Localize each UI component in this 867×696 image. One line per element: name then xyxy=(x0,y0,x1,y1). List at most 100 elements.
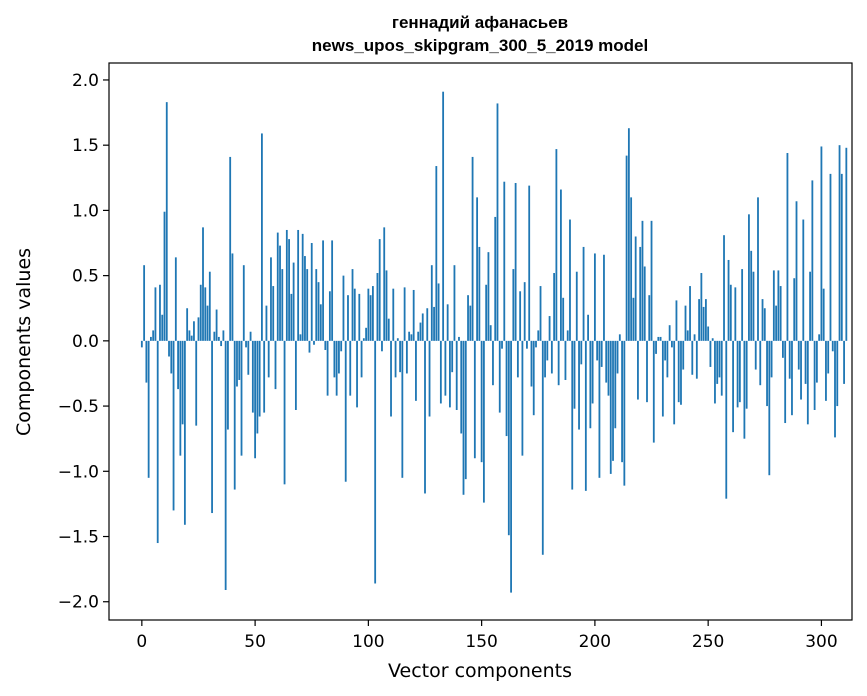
bar-104 xyxy=(376,273,379,341)
bar-251 xyxy=(709,340,712,367)
bar-297 xyxy=(813,340,816,410)
bar-174 xyxy=(535,340,537,348)
bar-230 xyxy=(661,340,664,417)
bar-179 xyxy=(546,340,549,361)
y-tick-label: 1.0 xyxy=(72,201,99,221)
bar-13 xyxy=(170,340,173,374)
bar-24 xyxy=(195,340,198,426)
bar-301 xyxy=(822,288,825,341)
bar-70 xyxy=(299,334,302,341)
bar-166 xyxy=(516,340,519,378)
bar-309 xyxy=(840,173,843,341)
bar-96 xyxy=(358,293,361,341)
bar-200 xyxy=(593,253,596,341)
chart-title-line2: news_upos_skipgram_300_5_2019 model xyxy=(312,36,648,55)
bar-127 xyxy=(428,340,431,417)
bar-292 xyxy=(802,219,805,341)
bar-294 xyxy=(806,340,809,425)
bar-264 xyxy=(738,340,741,403)
y-tick-label: 0.0 xyxy=(72,332,99,352)
bar-115 xyxy=(401,340,404,478)
bar-134 xyxy=(444,340,447,396)
bar-29 xyxy=(206,305,209,341)
bar-148 xyxy=(476,197,479,341)
bar-214 xyxy=(625,155,628,341)
bar-137 xyxy=(451,340,454,373)
bar-40 xyxy=(231,253,234,341)
bar-138 xyxy=(453,265,456,341)
bar-143 xyxy=(464,340,467,480)
y-tick-label: −1.5 xyxy=(58,528,99,548)
bar-193 xyxy=(578,340,580,430)
bar-35 xyxy=(220,340,223,347)
bar-4 xyxy=(150,336,152,341)
bar-121 xyxy=(415,340,417,401)
bar-224 xyxy=(648,295,651,341)
bar-16 xyxy=(177,340,179,390)
bar-107 xyxy=(383,227,386,341)
bar-102 xyxy=(371,286,374,341)
bar-77 xyxy=(315,269,318,341)
bar-42 xyxy=(236,340,238,387)
bar-10 xyxy=(163,211,166,341)
bar-255 xyxy=(718,340,721,378)
bar-298 xyxy=(815,340,818,383)
bar-51 xyxy=(256,340,259,434)
bar-280 xyxy=(775,305,778,341)
bar-216 xyxy=(630,197,633,341)
bar-265 xyxy=(741,269,744,341)
bar-178 xyxy=(544,340,546,378)
bar-277 xyxy=(768,340,771,476)
bar-58 xyxy=(272,286,275,341)
bar-117 xyxy=(405,340,408,374)
bar-72 xyxy=(304,256,306,341)
bar-62 xyxy=(281,269,284,341)
bar-276 xyxy=(766,340,768,407)
bar-229 xyxy=(659,336,662,341)
bar-44 xyxy=(240,340,243,456)
bar-32 xyxy=(213,331,216,341)
bar-71 xyxy=(301,233,304,341)
bar-227 xyxy=(655,340,657,354)
bar-161 xyxy=(505,340,508,437)
y-tick-label: 1.5 xyxy=(72,136,99,156)
bar-196 xyxy=(584,340,587,491)
bar-304 xyxy=(829,173,832,341)
bar-287 xyxy=(791,340,793,416)
bar-101 xyxy=(369,295,372,341)
bar-131 xyxy=(437,283,440,341)
bar-260 xyxy=(729,284,732,341)
bar-6 xyxy=(154,287,157,341)
bar-228 xyxy=(657,336,660,341)
bar-181 xyxy=(550,340,553,374)
bars-group xyxy=(140,91,848,593)
bar-203 xyxy=(600,340,603,367)
bar-133 xyxy=(442,91,445,341)
bar-154 xyxy=(489,325,492,341)
x-tick-label: 300 xyxy=(805,632,837,652)
bar-311 xyxy=(845,147,848,341)
bar-128 xyxy=(430,265,433,341)
y-tick-label: −1.0 xyxy=(58,462,99,482)
bar-239 xyxy=(682,340,685,370)
bar-209 xyxy=(614,340,617,429)
x-tick-label: 0 xyxy=(136,632,147,652)
bar-59 xyxy=(274,340,277,390)
bar-26 xyxy=(199,284,202,341)
bar-34 xyxy=(217,336,220,341)
bar-12 xyxy=(168,340,170,357)
bar-146 xyxy=(471,156,474,341)
bar-41 xyxy=(233,340,236,490)
bar-153 xyxy=(487,252,490,341)
bar-213 xyxy=(623,340,626,486)
bar-210 xyxy=(616,340,619,374)
y-tick-label: 0.5 xyxy=(72,267,99,287)
bar-135 xyxy=(446,304,449,341)
bar-250 xyxy=(707,326,710,341)
bar-288 xyxy=(793,278,796,341)
bar-9 xyxy=(161,314,164,341)
bar-192 xyxy=(575,271,578,341)
bar-219 xyxy=(637,340,639,400)
bar-48 xyxy=(249,331,252,341)
bar-155 xyxy=(492,340,494,386)
